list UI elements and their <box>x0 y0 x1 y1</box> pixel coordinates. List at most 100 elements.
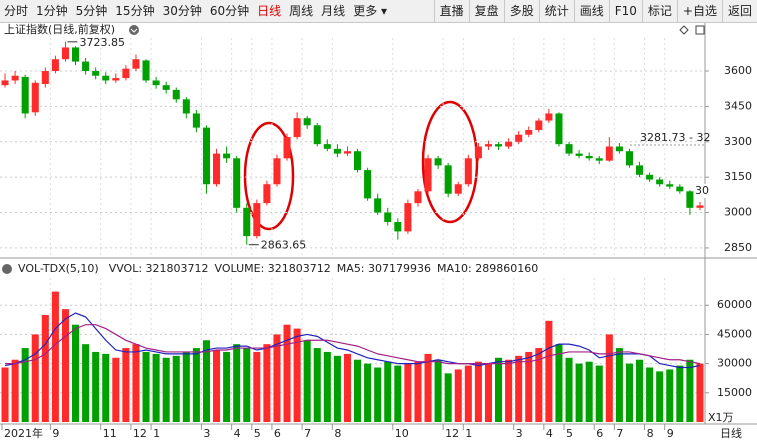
candle-body <box>72 47 80 62</box>
candle-body <box>525 129 533 135</box>
period-tab[interactable]: 5分钟 <box>75 4 108 18</box>
volume-bar <box>21 348 29 422</box>
period-tab[interactable]: 1分钟 <box>36 4 68 18</box>
volume-bar <box>505 359 513 422</box>
volume-bar <box>122 348 130 422</box>
period-tab[interactable]: 日线 <box>257 4 282 18</box>
candle-body <box>192 113 200 128</box>
unit-label: X1万 <box>708 411 734 424</box>
candle-body <box>333 148 341 154</box>
candle-body <box>585 155 593 159</box>
period-tab[interactable]: 分时 <box>4 4 29 18</box>
highlight-circle <box>243 121 295 231</box>
volume-bar <box>696 363 704 422</box>
candle-body <box>555 113 563 145</box>
candle-body <box>474 146 482 159</box>
draw-icon[interactable] <box>679 25 689 35</box>
toolbar-button[interactable]: 标记 <box>641 0 677 22</box>
volume-bar <box>82 344 90 422</box>
window-icon[interactable] <box>695 25 705 35</box>
price-title: 上证指数(日线,前复权) <box>4 22 115 36</box>
volume-bar <box>434 359 442 422</box>
volume-bar <box>646 367 654 422</box>
candle-body <box>102 75 110 81</box>
x-tick-label: 1 <box>153 427 160 440</box>
x-tick-label: 2021年 <box>4 426 43 440</box>
volume-bar <box>454 369 462 422</box>
toolbar-button[interactable]: 直播 <box>433 0 469 22</box>
y-tick-label: 3600 <box>724 64 752 77</box>
period-tab[interactable]: 60分钟 <box>209 4 250 18</box>
volume-bar <box>575 363 583 422</box>
dropdown-icon[interactable] <box>2 264 12 274</box>
candle-body <box>313 125 321 145</box>
candle-body <box>424 158 432 192</box>
candle-body <box>223 153 231 159</box>
period-tab[interactable]: 月线 <box>321 4 346 18</box>
x-tick-label: 6 <box>596 427 603 440</box>
indicator-label: MA5: 307179936 <box>337 262 431 275</box>
candle-body <box>283 137 291 159</box>
volume-bar <box>92 351 100 422</box>
indicator-label: VOLUME: 321803712 <box>215 262 331 275</box>
volume-bar <box>515 355 523 422</box>
candle-body <box>354 151 362 171</box>
candle-body <box>263 184 271 204</box>
indicator-label: VVOL: 321803712 <box>109 262 209 275</box>
candle-body <box>505 141 513 147</box>
volume-bar <box>354 359 362 422</box>
volume-bar <box>565 357 573 422</box>
toolbar-button[interactable]: 复盘 <box>468 0 504 22</box>
y-tick-label: 3300 <box>724 135 752 148</box>
toolbar-button[interactable]: 返回 <box>721 0 757 22</box>
candle-body <box>364 170 372 199</box>
x-tick-label: 1 <box>465 427 472 440</box>
volume-bar <box>41 314 49 422</box>
candle-body <box>484 144 492 147</box>
candle-body <box>394 221 402 232</box>
y-tick-label: 3000 <box>724 206 752 219</box>
more-button[interactable]: 更多 ▾ <box>353 4 388 18</box>
volume-bar <box>1 367 9 422</box>
candle-body <box>696 205 704 208</box>
period-tab[interactable]: 周线 <box>289 4 314 18</box>
volume-bar <box>162 357 170 422</box>
toolbar-button[interactable]: +自选 <box>676 0 722 22</box>
price-tag: 30 <box>695 184 709 197</box>
candle-body <box>636 165 644 175</box>
toolbar-button[interactable]: 统计 <box>538 0 574 22</box>
candle-body <box>414 191 422 204</box>
volume-bar <box>333 355 341 422</box>
volume-bar <box>273 334 281 422</box>
volume-bar <box>172 355 180 422</box>
volume-bar <box>625 363 633 422</box>
candle-body <box>172 89 180 100</box>
candle-body <box>132 59 140 69</box>
volume-bar <box>535 348 543 422</box>
candle-body <box>595 158 603 161</box>
volume-bar <box>404 363 412 422</box>
highlight-circle <box>421 100 479 224</box>
toolbar-button[interactable]: 画线 <box>573 0 609 22</box>
volume-bar <box>233 344 241 422</box>
volume-bar <box>61 309 69 422</box>
x-tick-label: 3 <box>516 427 523 440</box>
max-label: 3723.85 <box>79 36 125 49</box>
candle-body <box>545 113 553 121</box>
candle-body <box>575 153 583 156</box>
dropdown-icon[interactable] <box>129 25 139 35</box>
toolbar-button[interactable]: 多股 <box>503 0 539 22</box>
volume-bar <box>495 357 503 422</box>
y-tick-label: 3150 <box>724 170 752 183</box>
x-tick-label: 5 <box>254 427 261 440</box>
y-tick-label: 2850 <box>724 241 752 254</box>
y-tick-label: 30000 <box>717 357 752 370</box>
period-tab[interactable]: 30分钟 <box>162 4 202 18</box>
volume-bar <box>636 359 644 422</box>
volume-bar <box>323 351 331 422</box>
toolbar-button[interactable]: F10 <box>608 0 642 22</box>
period-tab[interactable]: 15分钟 <box>115 4 155 18</box>
volume-bar <box>474 361 482 422</box>
volume-bar <box>51 291 59 422</box>
